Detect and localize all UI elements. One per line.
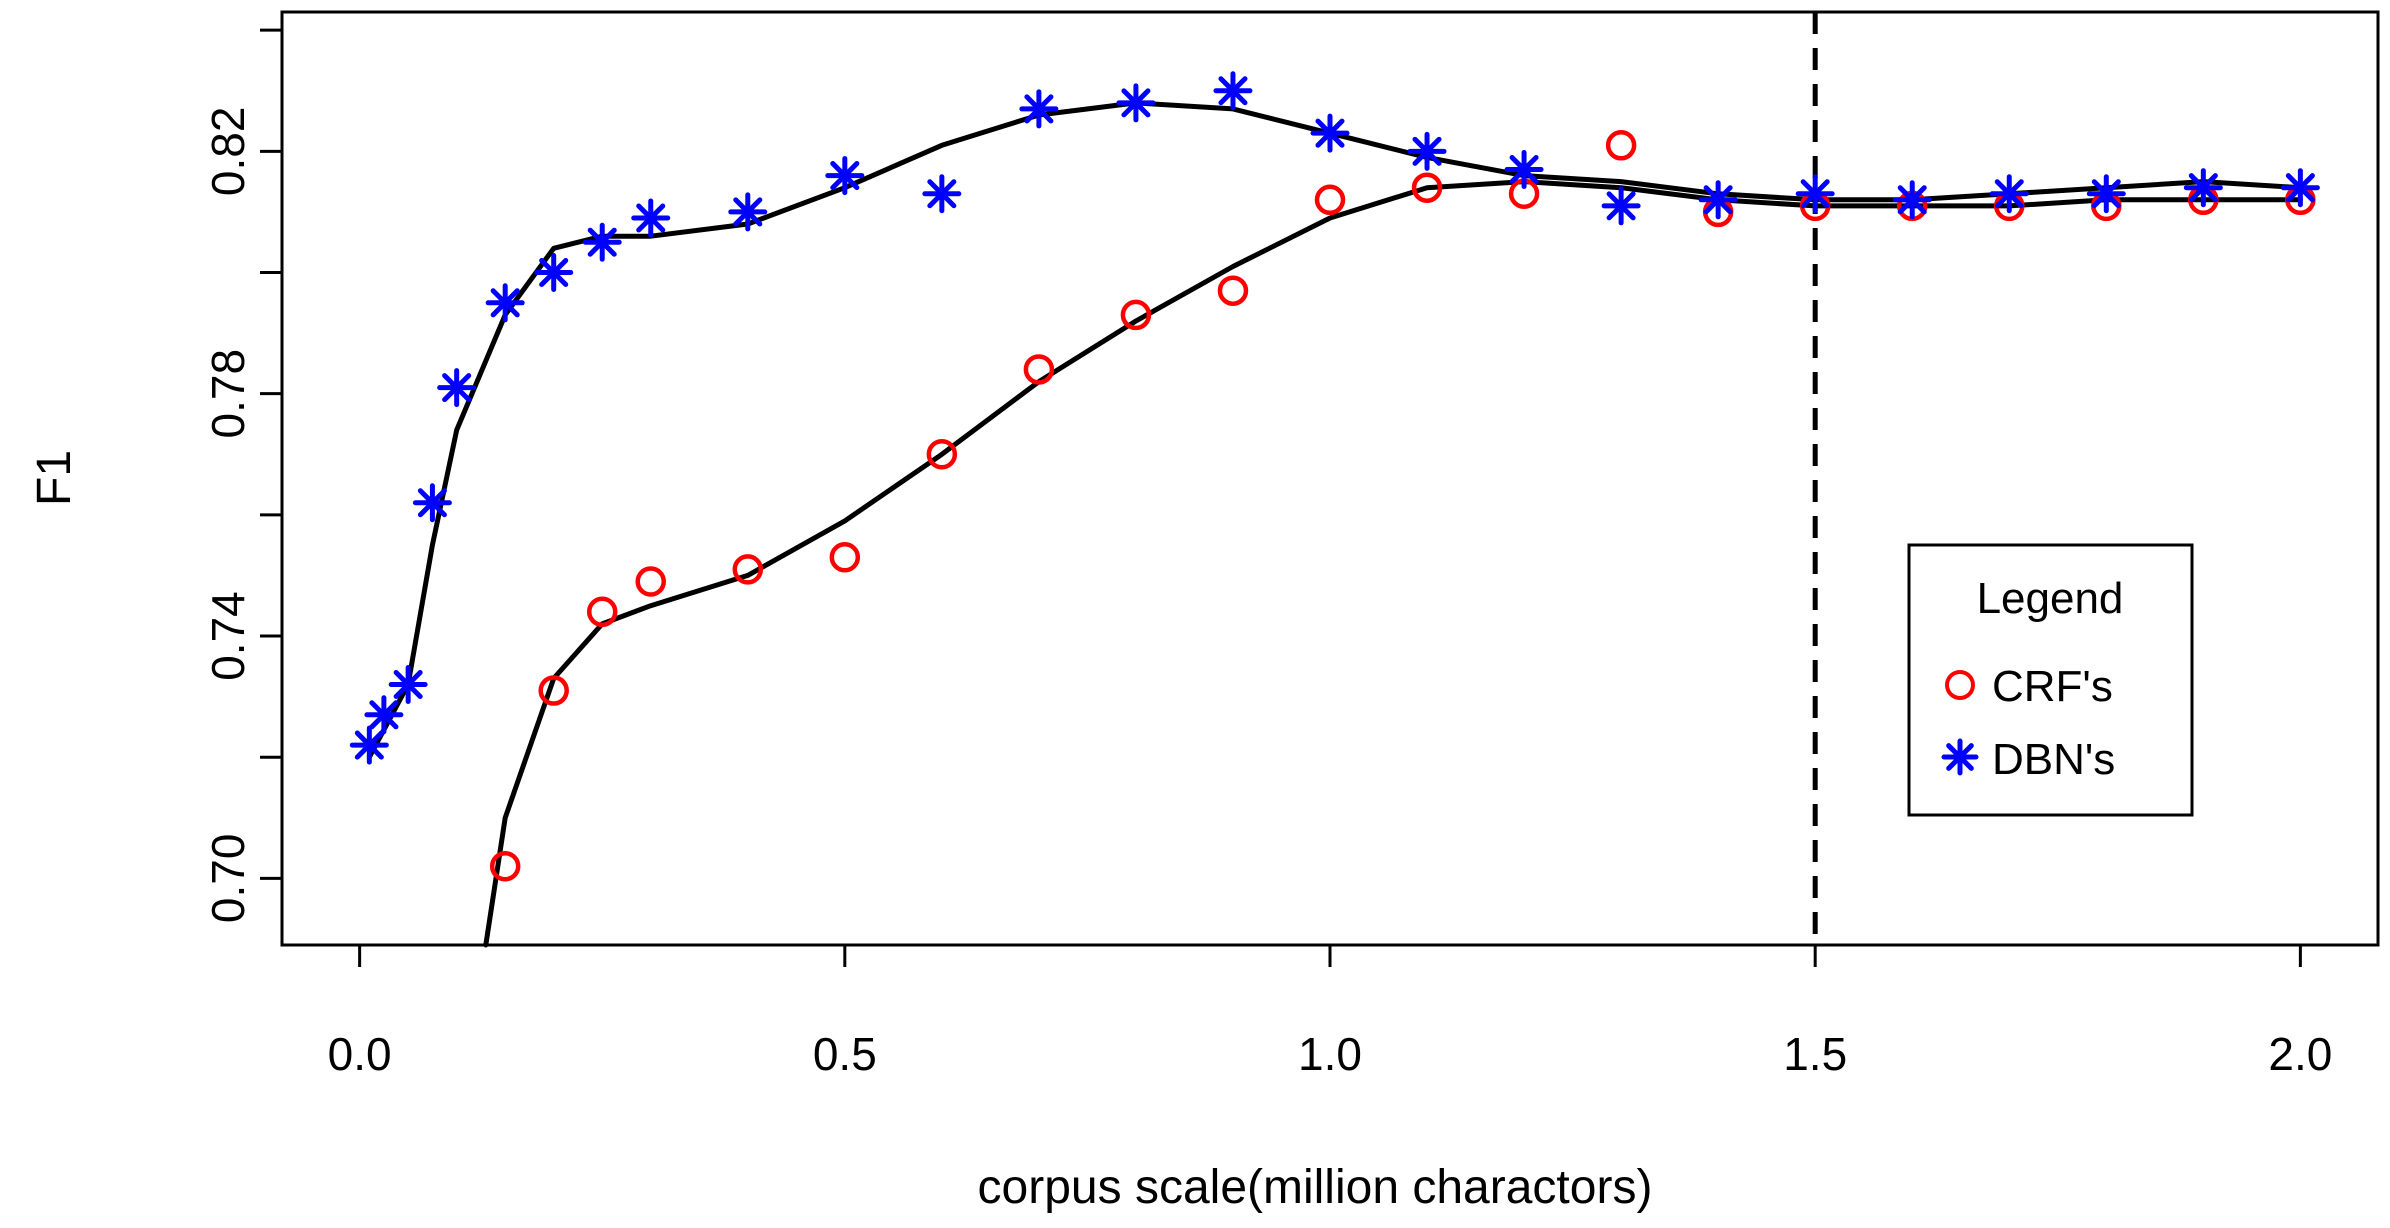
- crf-point: [1023, 354, 1055, 385]
- dbn-point: [825, 156, 865, 196]
- dbn-point: [534, 253, 574, 293]
- legend-title: Legend: [1977, 574, 2124, 623]
- dbn-point-stroke: [417, 488, 447, 518]
- crf-point: [1217, 275, 1249, 306]
- dbn-point-stroke: [1897, 185, 1927, 215]
- dbn-point-stroke: [369, 700, 399, 730]
- x-tick-label: 2.0: [2268, 1028, 2332, 1080]
- crf-fit-line: [483, 179, 2303, 948]
- dbn-point: [922, 174, 962, 214]
- crf-point: [1411, 172, 1443, 203]
- legend-dbn-label: DBN's: [1992, 735, 2115, 784]
- crf-point: [829, 542, 861, 573]
- dbn-point: [1698, 180, 1738, 220]
- x-axis: 0.0 0.5 1.0 1.5 2.0: [328, 943, 2332, 1080]
- legend-dbn-asterisk: [1941, 738, 1979, 776]
- dbn-point: [485, 283, 525, 323]
- crf-point: [926, 439, 958, 470]
- crf-point: [586, 596, 618, 628]
- x-axis-label: corpus scale(million charactors): [978, 1161, 1653, 1214]
- crf-point: [1120, 299, 1152, 331]
- dbn-point-stroke: [1703, 185, 1733, 215]
- dbn-point: [1892, 180, 1932, 220]
- dbn-point-stroke: [2285, 173, 2315, 203]
- dbn-point-stroke: [1121, 88, 1151, 118]
- crf-point: [635, 566, 666, 597]
- dbn-point: [437, 368, 477, 408]
- dbn-point: [349, 725, 389, 765]
- y-axis: 0.70 0.74 0.78 0.82: [202, 28, 284, 924]
- dbn-point-stroke: [1800, 179, 1830, 209]
- dbn-point-stroke: [636, 203, 666, 233]
- dbn-point: [1989, 174, 2029, 214]
- dbn-point-stroke: [2188, 173, 2218, 203]
- dbn-point-stroke: [587, 227, 617, 257]
- x-tick-label: 0.0: [328, 1028, 392, 1080]
- dbn-point-stroke: [1509, 154, 1539, 185]
- dbn-point: [1601, 186, 1641, 226]
- dbn-point: [582, 222, 622, 262]
- y-tick-label: 0.82: [202, 107, 254, 197]
- crf-point: [1605, 130, 1637, 161]
- dbn-point-stroke: [393, 669, 423, 700]
- crf-point: [489, 850, 521, 882]
- y-tick-label: 0.74: [202, 591, 254, 681]
- y-tick-label: 0.70: [202, 834, 254, 924]
- dbn-point-stroke: [490, 288, 520, 318]
- x-tick-label: 1.5: [1783, 1028, 1847, 1080]
- points-layer: [349, 71, 2320, 882]
- dbn-point: [364, 695, 404, 735]
- dbn-point: [1310, 113, 1350, 153]
- dbn-point: [1795, 174, 1835, 214]
- dbn-point: [1213, 71, 1253, 111]
- dbn-point-stroke: [1315, 118, 1345, 148]
- dbn-point: [1407, 131, 1447, 171]
- dbn-point-stroke: [539, 257, 569, 288]
- dbn-point-stroke: [830, 161, 860, 191]
- dbn-point-stroke: [1994, 179, 2024, 209]
- crf-point: [1314, 184, 1346, 216]
- dbn-point: [1504, 150, 1544, 190]
- dbn-point-stroke: [1412, 136, 1442, 166]
- legend-crf-marker: [1945, 670, 1975, 700]
- legend-dbn-marker: [1941, 738, 1979, 776]
- dbn-point-stroke: [442, 373, 472, 403]
- crf-point: [538, 675, 569, 706]
- dbn-point: [412, 483, 452, 523]
- dbn-point-stroke: [927, 179, 957, 209]
- legend-crf-label: CRF's: [1992, 662, 2113, 711]
- dbn-point: [1019, 89, 1059, 129]
- dbn-point: [1116, 83, 1156, 123]
- legend-dbn-asterisk-stroke: [1946, 743, 1974, 771]
- crf-point: [732, 554, 764, 585]
- dbn-point-stroke: [1218, 76, 1248, 106]
- legend-box: [1907, 543, 2194, 817]
- dbn-point-stroke: [1606, 191, 1636, 221]
- dbn-point: [2183, 168, 2223, 208]
- dbn-point: [728, 192, 768, 232]
- legend: Legend CRF's DBN's: [1907, 543, 2194, 817]
- dbn-point-stroke: [1024, 94, 1054, 124]
- dbn-point: [2086, 174, 2126, 214]
- x-tick-label: 1.0: [1298, 1028, 1362, 1080]
- dbn-point-stroke: [733, 197, 763, 227]
- dbn-point: [2280, 168, 2320, 208]
- dbn-point-stroke: [2091, 179, 2121, 209]
- dbn-point: [388, 664, 428, 704]
- dbn-point-stroke: [354, 730, 384, 760]
- dbn-point: [631, 198, 671, 238]
- x-tick-label: 0.5: [813, 1028, 877, 1080]
- y-axis-label: F1: [28, 450, 81, 506]
- y-tick-label: 0.78: [202, 349, 254, 439]
